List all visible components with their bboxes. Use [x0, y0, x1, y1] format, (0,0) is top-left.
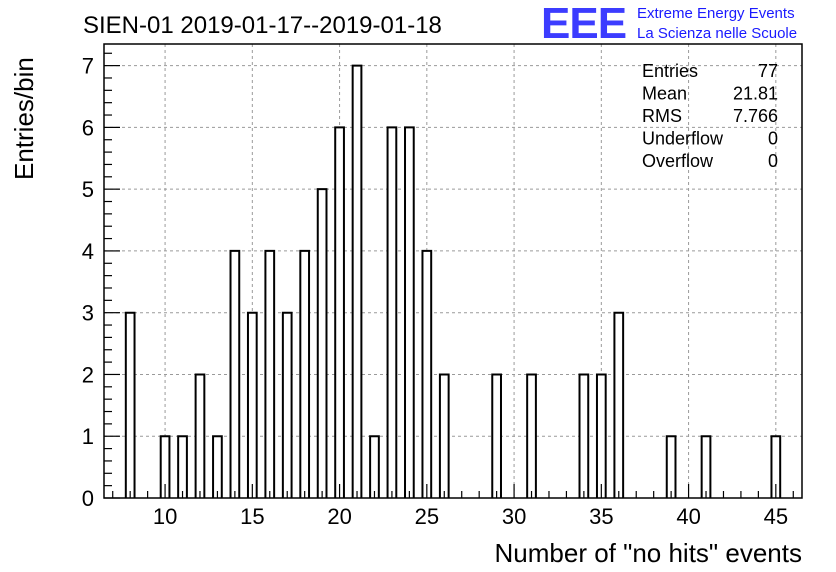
histogram-bar [264, 249, 276, 498]
histogram-bar [334, 126, 345, 498]
y-tick-label: 5 [82, 177, 94, 202]
histogram-bar [124, 311, 136, 498]
grid-lines [104, 44, 802, 498]
eee-logo-line1: Extreme Energy Events [637, 5, 795, 22]
histogram-bar [770, 435, 782, 498]
histogram-bar [386, 126, 398, 498]
histogram-bar [404, 126, 415, 498]
histogram-bar [595, 373, 607, 498]
histogram-bar [665, 435, 677, 498]
histogram-bar [316, 188, 328, 498]
eee-logo: EEE Extreme Energy Events La Scienza nel… [541, 0, 797, 48]
histogram-bar [438, 373, 450, 498]
x-tick-label: 15 [240, 504, 264, 529]
histogram-bar [159, 435, 171, 498]
stats-value: 77 [758, 61, 778, 81]
plot-frame [103, 43, 803, 499]
x-tick-label: 35 [589, 504, 613, 529]
y-tick-label: 4 [82, 239, 94, 264]
stats-value: 7.766 [733, 106, 778, 126]
histogram-bar [700, 435, 712, 498]
stats-label: Overflow [642, 151, 714, 171]
histogram-bar [491, 373, 502, 498]
stats-label: Entries [642, 61, 698, 81]
stats-value: 0 [768, 151, 778, 171]
x-tick-label: 45 [764, 504, 788, 529]
histogram-bars [124, 64, 782, 498]
stats-box: Entries 77 Mean 21.81 RMS 7.766 Underflow 0 Over… [642, 61, 778, 171]
eee-logo-line2: La Scienza nelle Scuole [637, 25, 797, 42]
histogram-bar [613, 311, 625, 498]
y-tick-label: 0 [82, 486, 94, 511]
stats-label: RMS [642, 106, 682, 126]
histogram-bar [229, 249, 241, 498]
histogram-bar [578, 373, 590, 498]
histogram-bar [351, 64, 363, 498]
x-tick-label: 30 [502, 504, 526, 529]
y-tick-label: 6 [82, 115, 94, 140]
y-tick-label: 2 [82, 362, 94, 387]
stats-value: 0 [768, 129, 778, 149]
x-tick-label: 20 [327, 504, 351, 529]
histogram-bar [299, 249, 311, 498]
y-axis-label: Entries/bin [9, 57, 39, 180]
histogram-bar [369, 435, 380, 498]
y-tick-label: 3 [82, 301, 94, 326]
stats-value: 21.81 [733, 84, 778, 104]
stats-label: Underflow [642, 129, 724, 149]
chart-title: SIEN-01 2019-01-17--2019-01-18 [83, 12, 442, 39]
histogram-bar [246, 311, 258, 498]
histogram-bar [526, 373, 537, 498]
histogram-bar [281, 311, 293, 498]
x-axis-label: Number of "no hits" events [495, 538, 803, 568]
stats-label: Mean [642, 84, 687, 104]
y-tick-label: 7 [82, 54, 94, 79]
x-tick-label: 10 [153, 504, 177, 529]
eee-logo-mark: EEE [541, 0, 626, 48]
x-tick-label: 40 [676, 504, 700, 529]
histogram-bar [177, 435, 188, 498]
histogram-bar [212, 435, 223, 498]
x-tick-label: 25 [415, 504, 439, 529]
histogram-bar [194, 373, 206, 498]
histogram-bar [421, 249, 433, 498]
y-tick-label: 1 [82, 424, 94, 449]
